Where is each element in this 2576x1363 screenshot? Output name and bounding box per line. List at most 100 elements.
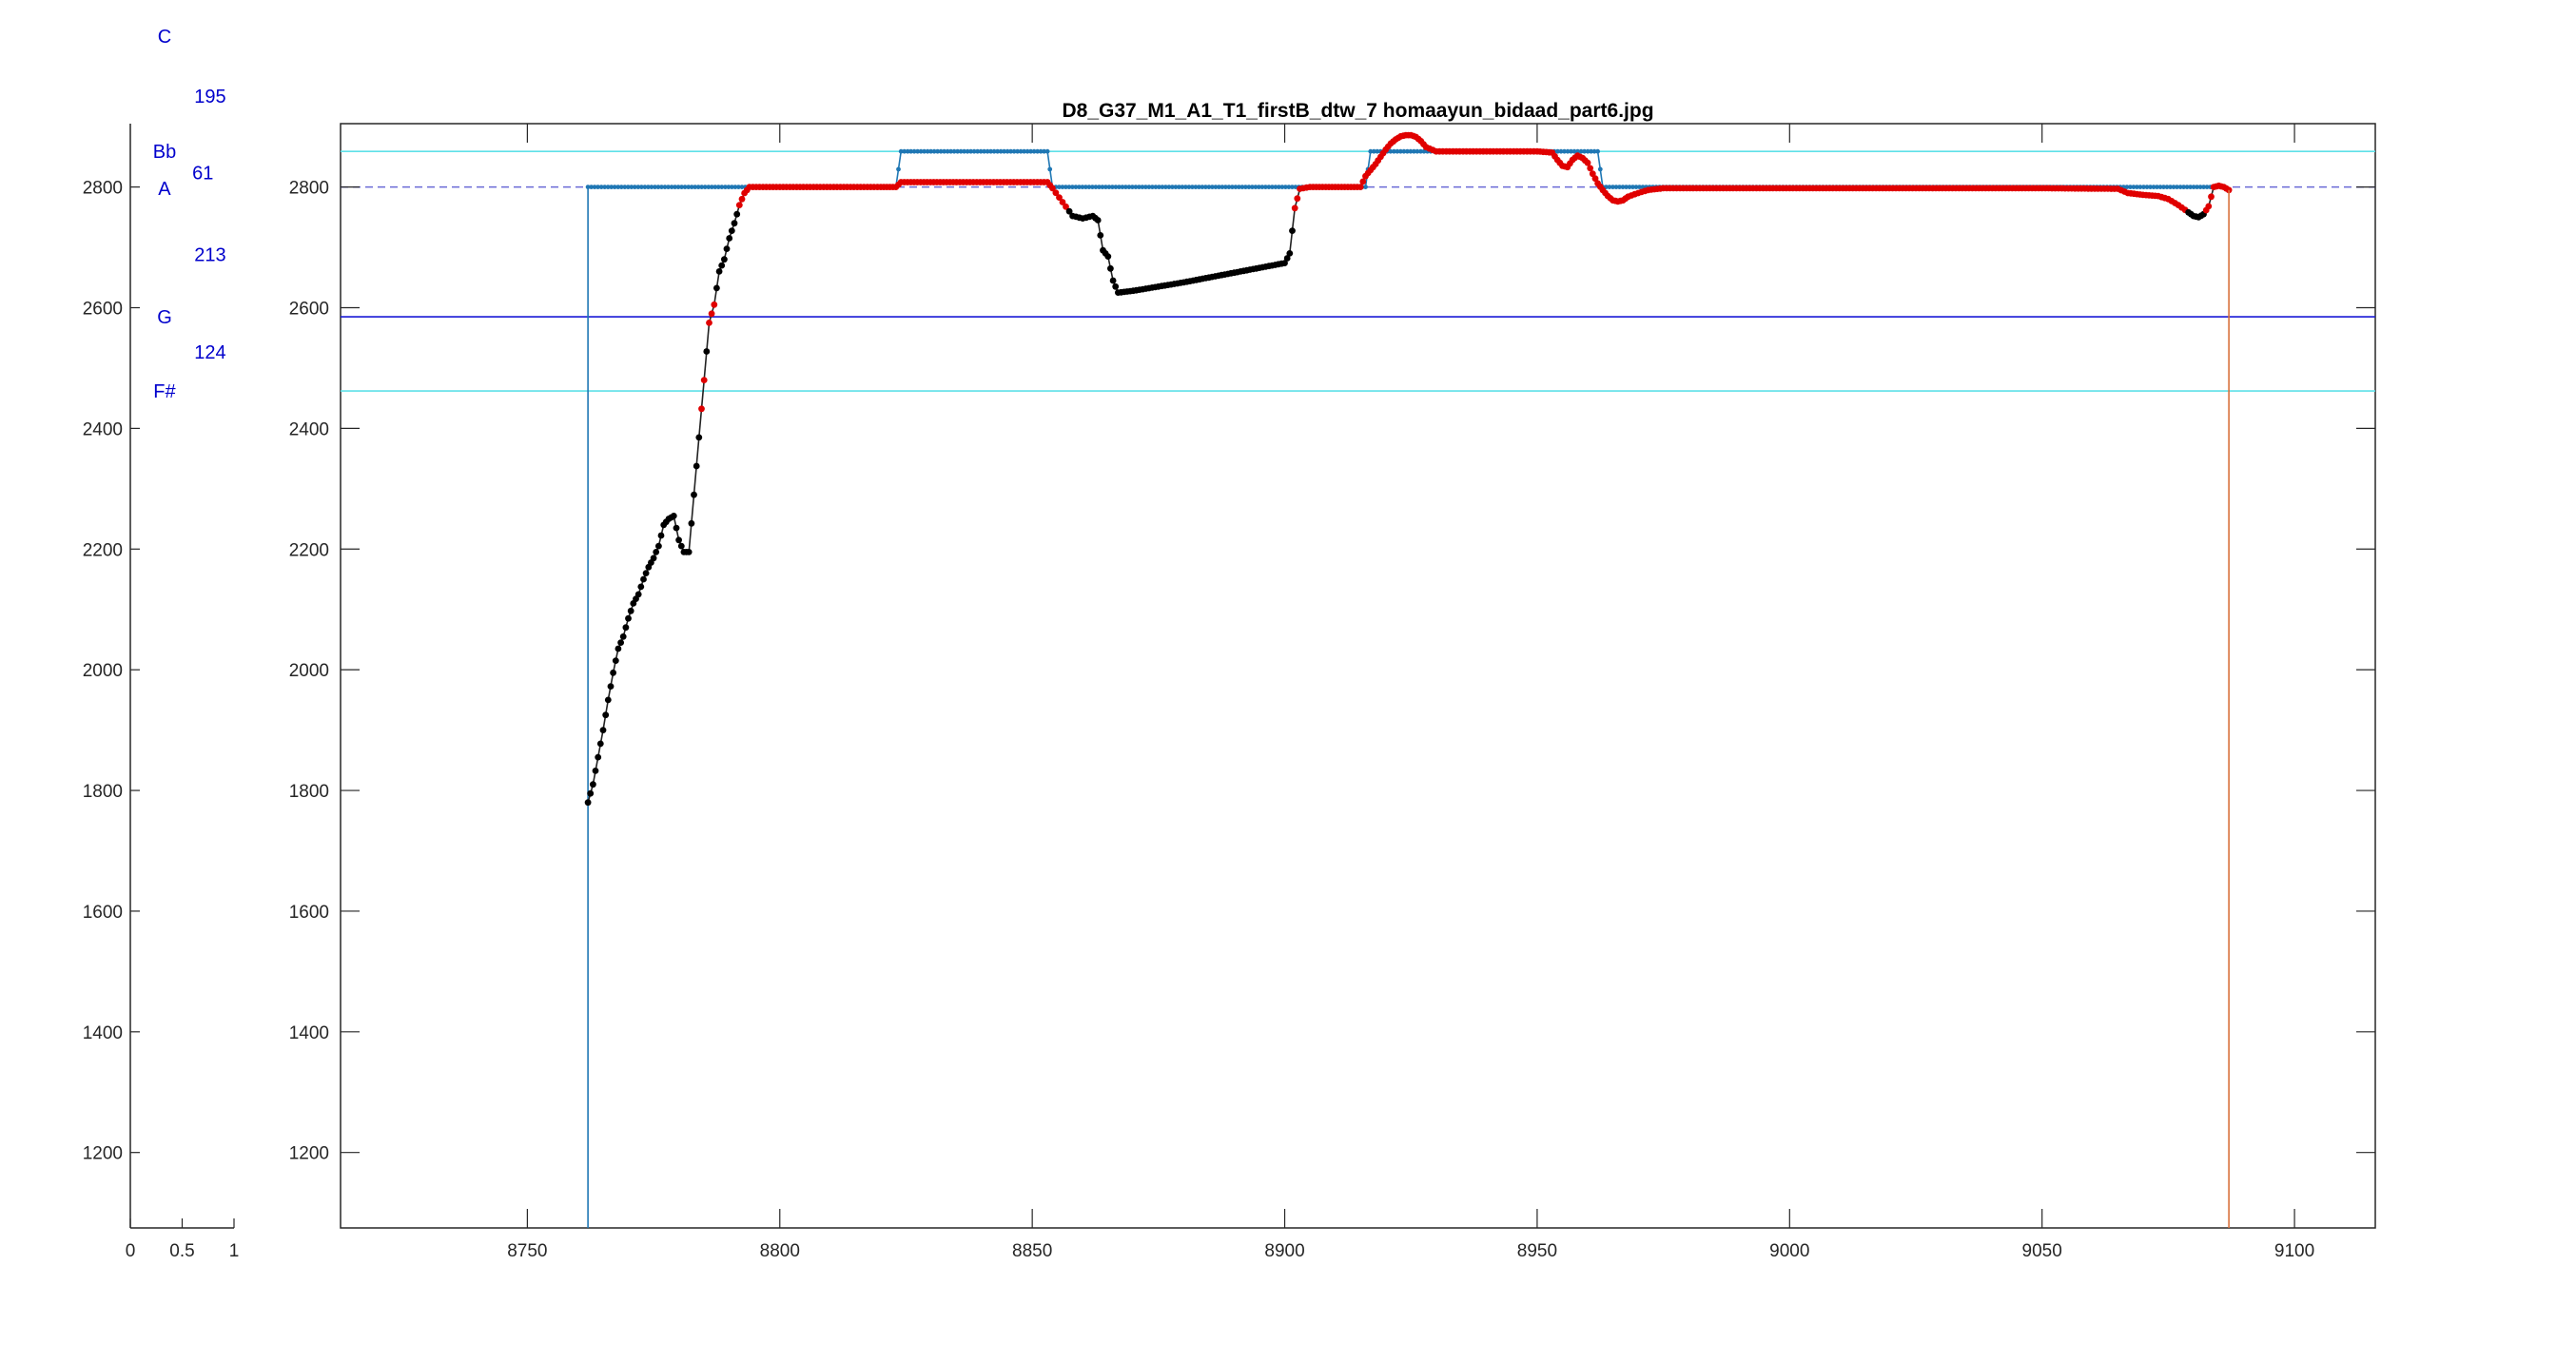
main-y-tick-label: 1600 [289, 903, 329, 923]
pitch-point [617, 639, 624, 646]
pitch-point [1104, 253, 1112, 260]
reference-point [1060, 185, 1065, 190]
reference-point [2157, 185, 2163, 190]
reference-point [669, 185, 674, 190]
reference-point [945, 148, 950, 154]
pitch-point [637, 583, 645, 591]
reference-point [1237, 185, 1241, 190]
left-note-labels: C Bb A G F# 195 61 213 124 [153, 27, 226, 402]
left-y-tick-label: 2800 [83, 179, 123, 199]
note-name-label: A [158, 179, 171, 200]
pitch-point [1356, 184, 1364, 191]
pitch-point [596, 740, 604, 748]
reference-point [948, 148, 953, 154]
reference-point [2177, 185, 2183, 190]
reference-point [1257, 185, 1261, 190]
pitch-point [1283, 255, 1291, 262]
main-y-tick-label: 2800 [289, 179, 329, 199]
reference-point [699, 185, 705, 190]
pitch-point [735, 202, 743, 209]
pitch-point [610, 669, 616, 676]
reference-point [675, 185, 681, 190]
reference-point [712, 185, 718, 190]
reference-point [1146, 185, 1152, 190]
reference-point [1375, 148, 1380, 154]
pitch-point [625, 614, 632, 622]
reference-point [723, 185, 728, 190]
pitch-point [726, 235, 733, 242]
pitch-point [599, 727, 607, 733]
reference-point [1371, 148, 1376, 154]
reference-point [1093, 185, 1099, 190]
reference-point [1617, 185, 1622, 190]
reference-point [2161, 185, 2166, 190]
reference-point [2151, 185, 2156, 190]
reference-point [689, 185, 694, 190]
reference-point [629, 185, 634, 190]
reference-point [1283, 185, 1288, 190]
reference-point [625, 185, 631, 190]
reference-point [1624, 185, 1629, 190]
reference-point [1595, 148, 1600, 154]
reference-point [1565, 148, 1571, 154]
reference-point [739, 185, 745, 190]
reference-pitch-line [587, 150, 2224, 1228]
reference-point [1253, 185, 1259, 190]
reference-point [2197, 185, 2203, 190]
pitch-point [592, 768, 599, 774]
left-y-tick-label: 1600 [83, 903, 123, 923]
reference-point [1090, 185, 1095, 190]
reference-point [1613, 185, 1619, 190]
reference-point [1571, 148, 1577, 154]
reference-point [1120, 185, 1125, 190]
reference-point [662, 185, 668, 190]
pitch-point [604, 696, 612, 704]
reference-point [1633, 185, 1639, 190]
pitch-point [1584, 159, 1591, 166]
pitch-point [1112, 282, 1120, 290]
pitch-point [675, 536, 682, 544]
reference-point [1166, 185, 1172, 190]
reference-point [1270, 185, 1275, 190]
reference-point [1018, 148, 1024, 154]
main-y-tick-label: 1400 [289, 1023, 329, 1043]
pitch-point [691, 491, 697, 498]
reference-point [998, 148, 1004, 154]
reference-point [1038, 148, 1044, 154]
reference-point [682, 185, 688, 190]
pitch-point [2208, 193, 2215, 201]
reference-point [1408, 148, 1414, 154]
reference-point [1415, 148, 1420, 154]
reference-point [1133, 185, 1139, 190]
reference-point [995, 148, 1000, 154]
reference-point [1103, 185, 1108, 190]
reference-point [1286, 185, 1292, 190]
pitch-point [685, 549, 693, 555]
main-x-tick-label: 9050 [2022, 1241, 2062, 1261]
reference-point [968, 148, 973, 154]
reference-point [1097, 185, 1102, 190]
reference-point [955, 148, 960, 154]
reference-point [1044, 148, 1050, 154]
reference-point [1143, 185, 1148, 190]
pitch-point [711, 301, 718, 308]
reference-point [1126, 185, 1132, 190]
reference-point [1421, 148, 1427, 154]
reference-point [635, 185, 641, 190]
reference-point [1279, 185, 1285, 190]
reference-point [632, 185, 637, 190]
reference-point [1100, 185, 1105, 190]
main-y-tick-label: 2600 [289, 300, 329, 320]
reference-point [958, 148, 964, 154]
pitch-point [670, 513, 677, 519]
reference-point [1243, 185, 1248, 190]
reference-point [1398, 148, 1403, 154]
reference-point [1630, 185, 1635, 190]
reference-point [1203, 185, 1208, 190]
reference-point [962, 148, 966, 154]
pitch-point [653, 549, 660, 555]
reference-point [618, 185, 624, 190]
reference-point [2144, 185, 2150, 190]
reference-point [1031, 148, 1037, 154]
reference-point [1597, 166, 1603, 172]
